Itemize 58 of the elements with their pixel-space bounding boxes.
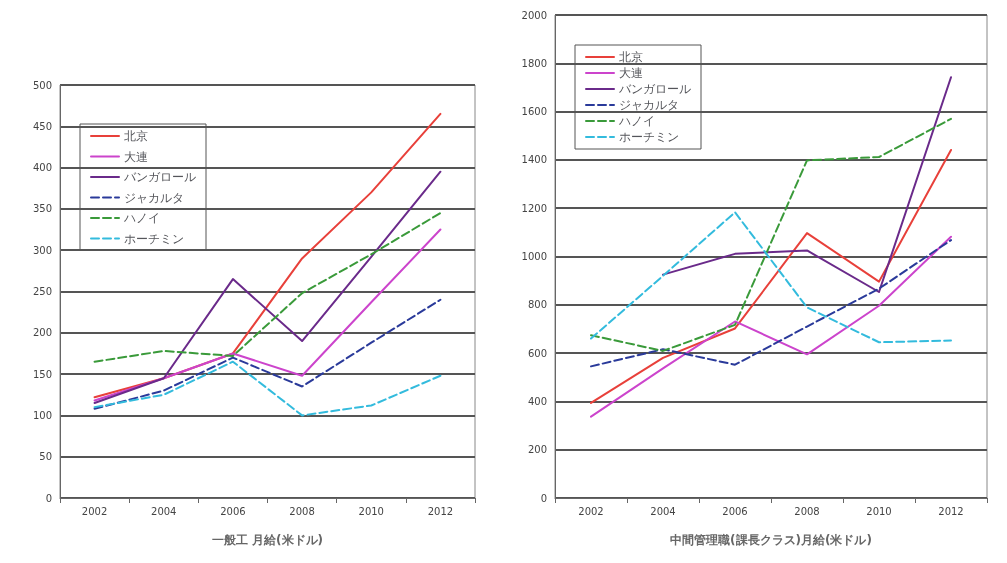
line-series bbox=[590, 239, 952, 368]
line-series bbox=[590, 117, 952, 352]
legend-label: ハノイ bbox=[123, 211, 160, 225]
line-series bbox=[590, 211, 952, 344]
x-tick-label: 2002 bbox=[578, 505, 604, 517]
y-tick-label: 1000 bbox=[521, 251, 547, 262]
y-tick-label: 50 bbox=[39, 451, 52, 463]
legend-label: 大連 bbox=[124, 149, 148, 164]
y-tick-label: 800 bbox=[527, 299, 547, 311]
x-tick-label: 2006 bbox=[220, 505, 246, 517]
y-tick-label: 2000 bbox=[521, 9, 547, 21]
y-tick-label: 450 bbox=[32, 120, 52, 132]
y-tick-label: 1800 bbox=[521, 57, 547, 69]
legend-label: 大連 bbox=[619, 66, 643, 80]
line-series bbox=[590, 235, 952, 418]
x-axis-title: 一般工 月給(米ドル) bbox=[211, 533, 324, 547]
y-tick-label: 250 bbox=[32, 286, 52, 297]
y-tick-label: 200 bbox=[527, 444, 547, 456]
y-tick-label: 400 bbox=[32, 162, 52, 174]
legend-label: ハノイ bbox=[618, 114, 655, 128]
y-tick-label: 1600 bbox=[521, 106, 547, 118]
legend-label: ホーチミン bbox=[124, 231, 184, 246]
legend-label: 北京 bbox=[619, 50, 643, 64]
y-tick-label: 400 bbox=[527, 395, 547, 407]
y-tick-label: 200 bbox=[32, 327, 52, 339]
x-tick-label: 2008 bbox=[289, 505, 315, 517]
line-series bbox=[93, 170, 442, 405]
x-tick-label: 2012 bbox=[427, 505, 454, 517]
line-series bbox=[93, 360, 442, 417]
y-tick-label: 500 bbox=[32, 79, 52, 91]
line-series bbox=[93, 298, 442, 410]
y-tick-label: 150 bbox=[32, 368, 52, 380]
x-tick-label: 2006 bbox=[722, 505, 748, 517]
line-series bbox=[93, 212, 442, 363]
legend-label: ホーチミン bbox=[619, 130, 679, 144]
x-tick-label: 2010 bbox=[358, 505, 384, 517]
line-series bbox=[590, 149, 952, 404]
legend-label: バンガロール bbox=[618, 82, 691, 96]
y-tick-label: 1400 bbox=[521, 154, 547, 166]
y-tick-label: 300 bbox=[32, 244, 52, 256]
x-tick-label: 2004 bbox=[151, 505, 177, 517]
y-tick-label: 350 bbox=[32, 203, 52, 215]
y-tick-label: 1200 bbox=[521, 202, 547, 214]
x-axis-title: 中間管理職(課長クラス)月給(米ドル) bbox=[670, 533, 872, 547]
legend-label: バンガロール bbox=[123, 170, 196, 184]
legend-label: 北京 bbox=[124, 129, 148, 143]
x-tick-label: 2010 bbox=[866, 505, 892, 517]
y-tick-label: 100 bbox=[32, 409, 52, 421]
legend-label: ジャカルタ bbox=[124, 190, 184, 205]
legend-label: ジャカルタ bbox=[619, 98, 679, 112]
x-tick-label: 2004 bbox=[650, 505, 676, 517]
x-tick-label: 2012 bbox=[938, 505, 964, 517]
y-tick-label: 0 bbox=[45, 492, 52, 504]
y-tick-label: 0 bbox=[540, 492, 547, 504]
line-series bbox=[93, 228, 442, 402]
x-tick-label: 2008 bbox=[794, 505, 820, 517]
x-tick-label: 2002 bbox=[81, 505, 108, 517]
y-tick-label: 600 bbox=[527, 347, 547, 359]
